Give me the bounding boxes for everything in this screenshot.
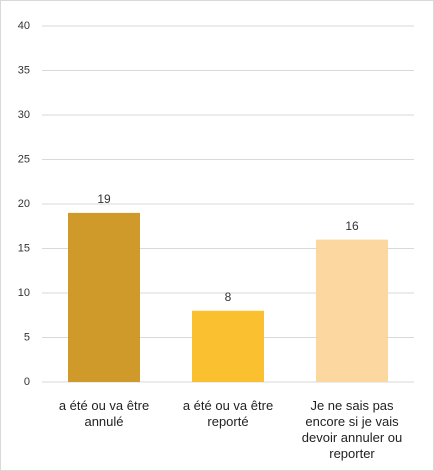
y-tick-label: 10 [18, 287, 30, 299]
y-tick-label: 40 [18, 20, 30, 32]
y-tick-label: 35 [18, 64, 30, 76]
value-label: 19 [97, 192, 111, 206]
value-label: 8 [225, 290, 232, 304]
y-tick-label: 25 [18, 153, 30, 165]
x-tick-label: Je ne sais pas encore si je vais devoir … [301, 398, 403, 461]
bar [68, 212, 140, 382]
bar [192, 310, 264, 382]
y-tick-label: 15 [18, 242, 30, 254]
y-tick-label: 0 [24, 376, 30, 388]
y-tick-label: 5 [24, 331, 30, 343]
bar [316, 239, 388, 382]
x-tick-label: a été ou va être annulé [58, 398, 150, 429]
y-tick-label: 30 [18, 109, 30, 121]
value-label: 16 [345, 219, 359, 233]
x-tick-label: a été ou va être reporté [182, 398, 274, 429]
y-tick-label: 20 [18, 198, 30, 210]
